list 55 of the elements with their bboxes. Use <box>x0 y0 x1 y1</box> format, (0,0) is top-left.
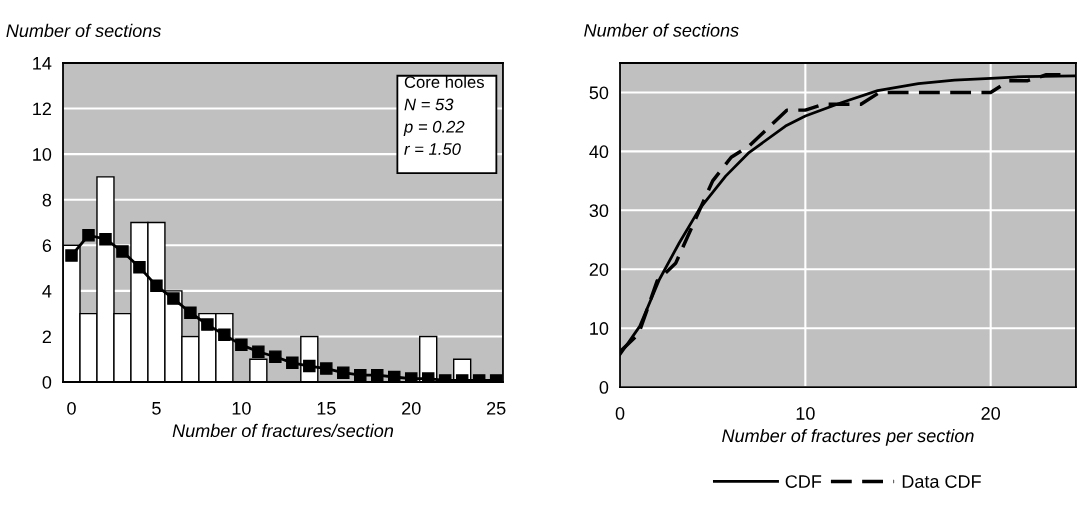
x-tick-label: 0 <box>615 407 625 420</box>
y-tick-label: 4 <box>42 284 52 298</box>
point <box>371 368 384 382</box>
y-tick-label: 8 <box>42 193 52 207</box>
x-tick-label: 10 <box>232 401 251 415</box>
y-tick-label: 50 <box>589 86 609 100</box>
point <box>387 370 401 383</box>
point <box>303 359 316 373</box>
point <box>184 306 197 319</box>
point <box>218 328 231 342</box>
point <box>201 318 214 331</box>
point <box>354 368 367 382</box>
point <box>286 356 299 370</box>
y-tick-label: 12 <box>33 102 51 116</box>
point <box>421 372 435 383</box>
x-tick-label: 10 <box>796 407 815 420</box>
point <box>116 245 129 258</box>
y-tick-label: 14 <box>33 57 52 70</box>
point <box>404 372 418 383</box>
point <box>150 279 163 293</box>
x-tick-label: 5 <box>152 402 161 415</box>
y-axis-title: Number of sections <box>584 23 739 37</box>
x-tick-label: 0 <box>67 401 76 415</box>
x-tick-label: 20 <box>981 407 1001 420</box>
point <box>65 249 78 262</box>
y-tick-label: 6 <box>42 239 52 253</box>
point <box>167 292 180 305</box>
y-tick-label: 2 <box>42 330 51 343</box>
annotation: Core holes <box>404 75 484 88</box>
legend-label: CDF <box>785 475 822 488</box>
point <box>269 350 282 363</box>
annotation: r = 1.50 <box>404 143 461 155</box>
y-tick-label: 30 <box>589 204 609 218</box>
x-axis-title: Number of fractures/section <box>172 423 394 438</box>
point <box>99 232 112 246</box>
point <box>252 345 265 358</box>
y-tick-label: 0 <box>599 381 609 394</box>
point <box>82 229 95 242</box>
y-tick-label: 20 <box>589 263 609 276</box>
x-tick-label: 25 <box>487 401 506 415</box>
annotation: p = 0.22 <box>403 120 465 136</box>
y-tick-label: 40 <box>589 145 609 159</box>
x-axis-title: Number of fractures per section <box>722 428 974 446</box>
point <box>133 260 146 274</box>
y-axis-title: Number of sections <box>6 23 161 38</box>
point <box>337 366 350 379</box>
x-tick-label: 20 <box>402 401 421 415</box>
point <box>235 338 248 352</box>
legend-label: Data CDF <box>902 475 981 488</box>
y-tick-label: 10 <box>590 322 609 335</box>
point <box>320 362 333 375</box>
annotation: N = 53 <box>404 98 454 111</box>
y-tick-label: 0 <box>42 375 52 389</box>
y-tick-label: 10 <box>33 148 52 161</box>
x-tick-label: 15 <box>317 402 336 415</box>
